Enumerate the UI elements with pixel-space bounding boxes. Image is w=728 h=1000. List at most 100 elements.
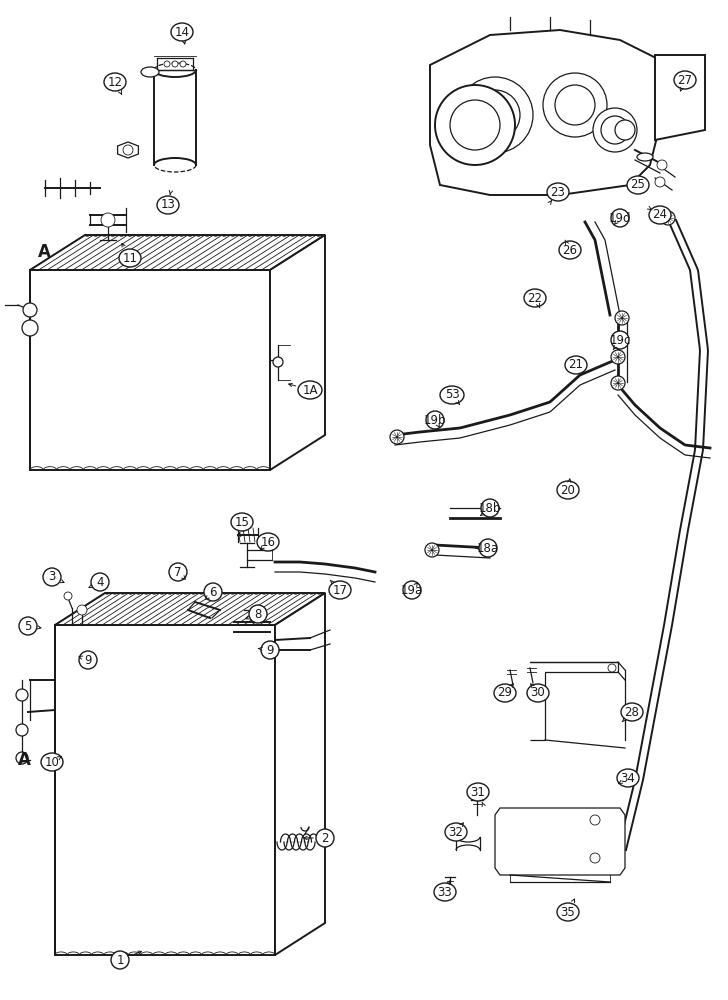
Ellipse shape	[329, 581, 351, 599]
Ellipse shape	[440, 386, 464, 404]
Ellipse shape	[111, 951, 129, 969]
Circle shape	[390, 430, 404, 444]
Circle shape	[123, 145, 133, 155]
Text: 6: 6	[209, 585, 217, 598]
Ellipse shape	[231, 513, 253, 531]
Circle shape	[457, 77, 533, 153]
Circle shape	[172, 61, 178, 67]
Text: 32: 32	[448, 826, 464, 838]
Ellipse shape	[621, 703, 643, 721]
Circle shape	[101, 213, 115, 227]
Circle shape	[23, 303, 37, 317]
Ellipse shape	[261, 641, 279, 659]
Ellipse shape	[611, 209, 629, 227]
Ellipse shape	[157, 196, 179, 214]
Polygon shape	[55, 625, 275, 955]
Circle shape	[657, 160, 667, 170]
Text: 15: 15	[234, 516, 250, 528]
Text: 18b: 18b	[479, 502, 501, 514]
Polygon shape	[55, 593, 325, 625]
Text: 35: 35	[561, 906, 575, 918]
Text: 7: 7	[174, 566, 182, 578]
Text: 19d: 19d	[609, 212, 631, 225]
Ellipse shape	[104, 73, 126, 91]
Circle shape	[22, 320, 38, 336]
Ellipse shape	[249, 605, 267, 623]
Text: 34: 34	[620, 772, 636, 784]
Ellipse shape	[257, 533, 279, 551]
Ellipse shape	[649, 206, 671, 224]
Ellipse shape	[79, 651, 97, 669]
Ellipse shape	[298, 381, 322, 399]
Ellipse shape	[91, 573, 109, 591]
Ellipse shape	[19, 617, 37, 635]
Text: 19a: 19a	[401, 584, 423, 596]
Ellipse shape	[674, 71, 696, 89]
Circle shape	[611, 350, 625, 364]
Text: 2: 2	[321, 832, 329, 844]
Circle shape	[655, 177, 665, 187]
Circle shape	[611, 376, 625, 390]
Text: 1A: 1A	[302, 383, 317, 396]
Ellipse shape	[141, 67, 159, 77]
Circle shape	[615, 311, 629, 325]
Text: 5: 5	[24, 619, 32, 633]
Circle shape	[16, 724, 28, 736]
Text: A: A	[38, 243, 51, 261]
Polygon shape	[655, 55, 705, 140]
Ellipse shape	[479, 539, 497, 557]
Circle shape	[470, 90, 520, 140]
Ellipse shape	[617, 769, 639, 787]
Circle shape	[590, 853, 600, 863]
Circle shape	[543, 73, 607, 137]
Ellipse shape	[637, 153, 653, 161]
Polygon shape	[30, 235, 325, 270]
Text: 12: 12	[108, 76, 122, 89]
Text: 19c: 19c	[609, 334, 630, 347]
Circle shape	[601, 116, 629, 144]
Text: 53: 53	[445, 388, 459, 401]
Text: 23: 23	[550, 186, 566, 198]
Circle shape	[450, 100, 500, 150]
Ellipse shape	[204, 583, 222, 601]
Text: 31: 31	[470, 786, 486, 798]
Text: 17: 17	[333, 584, 347, 596]
Ellipse shape	[467, 783, 489, 801]
Circle shape	[273, 357, 283, 367]
Text: 9: 9	[84, 654, 92, 666]
Text: 21: 21	[569, 359, 584, 371]
Polygon shape	[270, 235, 325, 470]
Circle shape	[180, 61, 186, 67]
Ellipse shape	[445, 823, 467, 841]
Text: 26: 26	[563, 243, 577, 256]
Polygon shape	[30, 270, 270, 470]
Text: 24: 24	[652, 209, 668, 222]
Text: 20: 20	[561, 484, 575, 496]
Circle shape	[608, 664, 616, 672]
Circle shape	[16, 752, 28, 764]
Ellipse shape	[557, 481, 579, 499]
Text: 27: 27	[678, 74, 692, 87]
Ellipse shape	[627, 176, 649, 194]
Circle shape	[593, 108, 637, 152]
Polygon shape	[430, 30, 665, 195]
Circle shape	[64, 592, 72, 600]
Circle shape	[555, 85, 595, 125]
Ellipse shape	[316, 829, 334, 847]
Text: 9: 9	[266, 644, 274, 656]
Circle shape	[615, 120, 635, 140]
Text: 29: 29	[497, 686, 513, 700]
Ellipse shape	[557, 903, 579, 921]
Ellipse shape	[527, 684, 549, 702]
Ellipse shape	[611, 331, 629, 349]
Ellipse shape	[43, 568, 61, 586]
Text: 8: 8	[254, 607, 261, 620]
Circle shape	[590, 815, 600, 825]
Text: 3: 3	[48, 570, 55, 584]
Circle shape	[661, 211, 675, 225]
Text: 10: 10	[44, 756, 60, 768]
Text: 30: 30	[531, 686, 545, 700]
Text: 19b: 19b	[424, 414, 446, 426]
Ellipse shape	[547, 183, 569, 201]
Ellipse shape	[565, 356, 587, 374]
